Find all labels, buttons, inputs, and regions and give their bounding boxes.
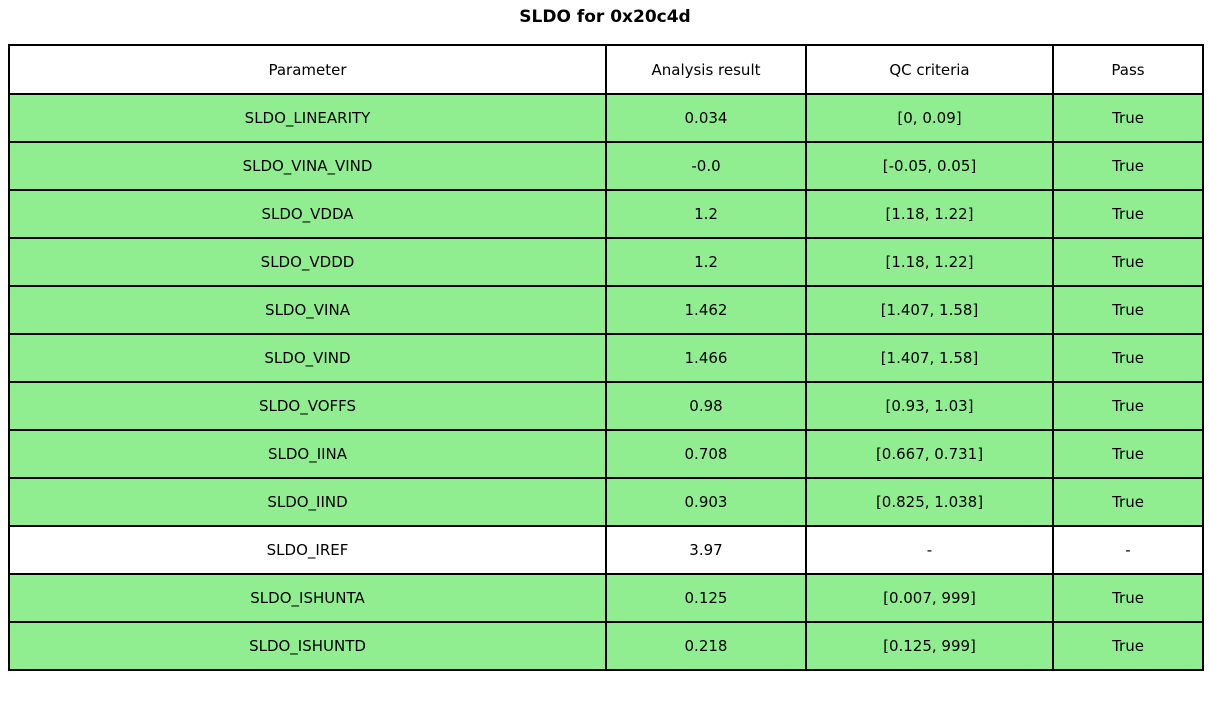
pass-cell: True <box>1052 237 1204 287</box>
table-row: SLDO_VDDD 1.2 [1.18, 1.22] True <box>8 237 1204 287</box>
param-cell: SLDO_VINA_VIND <box>8 141 607 191</box>
column-header-qc-criteria: QC criteria <box>805 44 1054 95</box>
criteria-cell: [1.18, 1.22] <box>805 237 1054 287</box>
table-row: SLDO_IREF 3.97 - - <box>8 525 1204 575</box>
result-cell: 0.218 <box>605 621 807 671</box>
criteria-cell: [1.407, 1.58] <box>805 285 1054 335</box>
param-cell: SLDO_ISHUNTA <box>8 573 607 623</box>
result-cell: 0.98 <box>605 381 807 431</box>
pass-cell: True <box>1052 189 1204 239</box>
criteria-cell: [0.125, 999] <box>805 621 1054 671</box>
pass-cell: True <box>1052 141 1204 191</box>
param-cell: SLDO_LINEARITY <box>8 93 607 143</box>
criteria-cell: [1.18, 1.22] <box>805 189 1054 239</box>
column-header-analysis-result: Analysis result <box>605 44 807 95</box>
param-cell: SLDO_IIND <box>8 477 607 527</box>
result-cell: 1.2 <box>605 189 807 239</box>
pass-cell: True <box>1052 477 1204 527</box>
pass-cell: True <box>1052 285 1204 335</box>
criteria-cell: [0.825, 1.038] <box>805 477 1054 527</box>
criteria-cell: [0.667, 0.731] <box>805 429 1054 479</box>
table-row: SLDO_ISHUNTA 0.125 [0.007, 999] True <box>8 573 1204 623</box>
pass-cell: True <box>1052 333 1204 383</box>
pass-cell: - <box>1052 525 1204 575</box>
criteria-cell: [0.007, 999] <box>805 573 1054 623</box>
result-cell: 1.462 <box>605 285 807 335</box>
param-cell: SLDO_VINA <box>8 285 607 335</box>
table-row: SLDO_VINA 1.462 [1.407, 1.58] True <box>8 285 1204 335</box>
criteria-cell: [-0.05, 0.05] <box>805 141 1054 191</box>
column-header-pass: Pass <box>1052 44 1204 95</box>
pass-cell: True <box>1052 381 1204 431</box>
table-row: SLDO_VOFFS 0.98 [0.93, 1.03] True <box>8 381 1204 431</box>
result-cell: 1.466 <box>605 333 807 383</box>
table-row: SLDO_IIND 0.903 [0.825, 1.038] True <box>8 477 1204 527</box>
table-row: SLDO_VIND 1.466 [1.407, 1.58] True <box>8 333 1204 383</box>
param-cell: SLDO_IINA <box>8 429 607 479</box>
pass-cell: True <box>1052 621 1204 671</box>
header-row: Parameter Analysis result QC criteria Pa… <box>8 44 1204 95</box>
criteria-cell: [1.407, 1.58] <box>805 333 1054 383</box>
table-row: SLDO_IINA 0.708 [0.667, 0.731] True <box>8 429 1204 479</box>
result-cell: -0.0 <box>605 141 807 191</box>
param-cell: SLDO_VIND <box>8 333 607 383</box>
page-title: SLDO for 0x20c4d <box>519 7 691 27</box>
result-cell: 1.2 <box>605 237 807 287</box>
param-cell: SLDO_VDDA <box>8 189 607 239</box>
column-header-parameter: Parameter <box>8 44 607 95</box>
pass-cell: True <box>1052 93 1204 143</box>
criteria-cell: [0.93, 1.03] <box>805 381 1054 431</box>
param-cell: SLDO_IREF <box>8 525 607 575</box>
pass-cell: True <box>1052 573 1204 623</box>
param-cell: SLDO_VOFFS <box>8 381 607 431</box>
qc-results-table: Parameter Analysis result QC criteria Pa… <box>8 44 1204 671</box>
criteria-cell: [0, 0.09] <box>805 93 1054 143</box>
result-cell: 0.034 <box>605 93 807 143</box>
pass-cell: True <box>1052 429 1204 479</box>
criteria-cell: - <box>805 525 1054 575</box>
result-cell: 3.97 <box>605 525 807 575</box>
result-cell: 0.903 <box>605 477 807 527</box>
param-cell: SLDO_VDDD <box>8 237 607 287</box>
result-cell: 0.708 <box>605 429 807 479</box>
table-row: SLDO_ISHUNTD 0.218 [0.125, 999] True <box>8 621 1204 671</box>
param-cell: SLDO_ISHUNTD <box>8 621 607 671</box>
table-row: SLDO_VDDA 1.2 [1.18, 1.22] True <box>8 189 1204 239</box>
result-cell: 0.125 <box>605 573 807 623</box>
table-row: SLDO_VINA_VIND -0.0 [-0.05, 0.05] True <box>8 141 1204 191</box>
table-row: SLDO_LINEARITY 0.034 [0, 0.09] True <box>8 93 1204 143</box>
